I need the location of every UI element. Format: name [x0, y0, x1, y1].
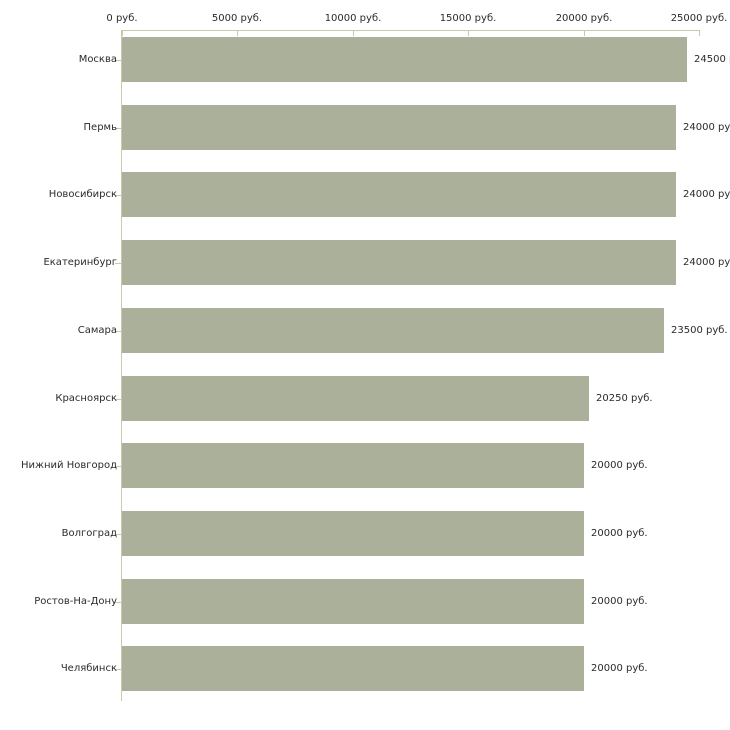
category-label: Волгоград [61, 528, 117, 539]
bar [122, 646, 584, 691]
x-axis-tick [699, 30, 700, 36]
category-label: Нижний Новгород [20, 460, 117, 471]
category-label: Челябинск [60, 663, 117, 674]
value-label: 20000 руб. [591, 596, 648, 607]
x-axis-tick [353, 30, 354, 36]
category-tick [115, 534, 121, 535]
category-tick [115, 399, 121, 400]
x-axis-tick [237, 30, 238, 36]
bar [122, 579, 584, 624]
value-label: 24000 руб. [683, 189, 730, 200]
x-axis-tick-label: 5000 руб. [211, 13, 263, 24]
x-axis-line [122, 30, 700, 31]
category-tick [115, 331, 121, 332]
bar [122, 240, 676, 285]
category-tick [115, 602, 121, 603]
category-label: Красноярск [55, 393, 117, 404]
category-tick [115, 60, 121, 61]
x-axis-tick [122, 30, 123, 36]
value-label: 20000 руб. [591, 460, 648, 471]
category-tick [115, 466, 121, 467]
bar [122, 511, 584, 556]
value-label: 24000 руб. [683, 122, 730, 133]
bar [122, 443, 584, 488]
bar [122, 376, 589, 421]
value-label: 23500 руб. [671, 325, 728, 336]
bar [122, 172, 676, 217]
category-label: Новосибирск [48, 189, 117, 200]
bar [122, 308, 664, 353]
bar [122, 37, 687, 82]
category-tick [115, 128, 121, 129]
value-label: 24500 руб. [694, 54, 730, 65]
x-axis-tick-label: 15000 руб. [439, 13, 497, 24]
y-axis-line [121, 30, 122, 701]
category-label: Москва [78, 54, 117, 65]
category-label: Екатеринбург [43, 257, 117, 268]
value-label: 20250 руб. [596, 393, 653, 404]
category-tick [115, 195, 121, 196]
category-tick [115, 669, 121, 670]
value-label: 24000 руб. [683, 257, 730, 268]
category-label: Самара [77, 325, 117, 336]
category-label: Ростов-На-Дону [34, 596, 117, 607]
x-axis-tick-label: 25000 руб. [670, 13, 728, 24]
value-label: 20000 руб. [591, 663, 648, 674]
x-axis-tick-label: 0 руб. [106, 13, 138, 24]
category-label: Пермь [83, 122, 117, 133]
category-tick [115, 263, 121, 264]
x-axis-tick-label: 10000 руб. [324, 13, 382, 24]
x-axis-tick-label: 20000 руб. [555, 13, 613, 24]
x-axis-tick [584, 30, 585, 36]
x-axis-tick [468, 30, 469, 36]
bar [122, 105, 676, 150]
value-label: 20000 руб. [591, 528, 648, 539]
